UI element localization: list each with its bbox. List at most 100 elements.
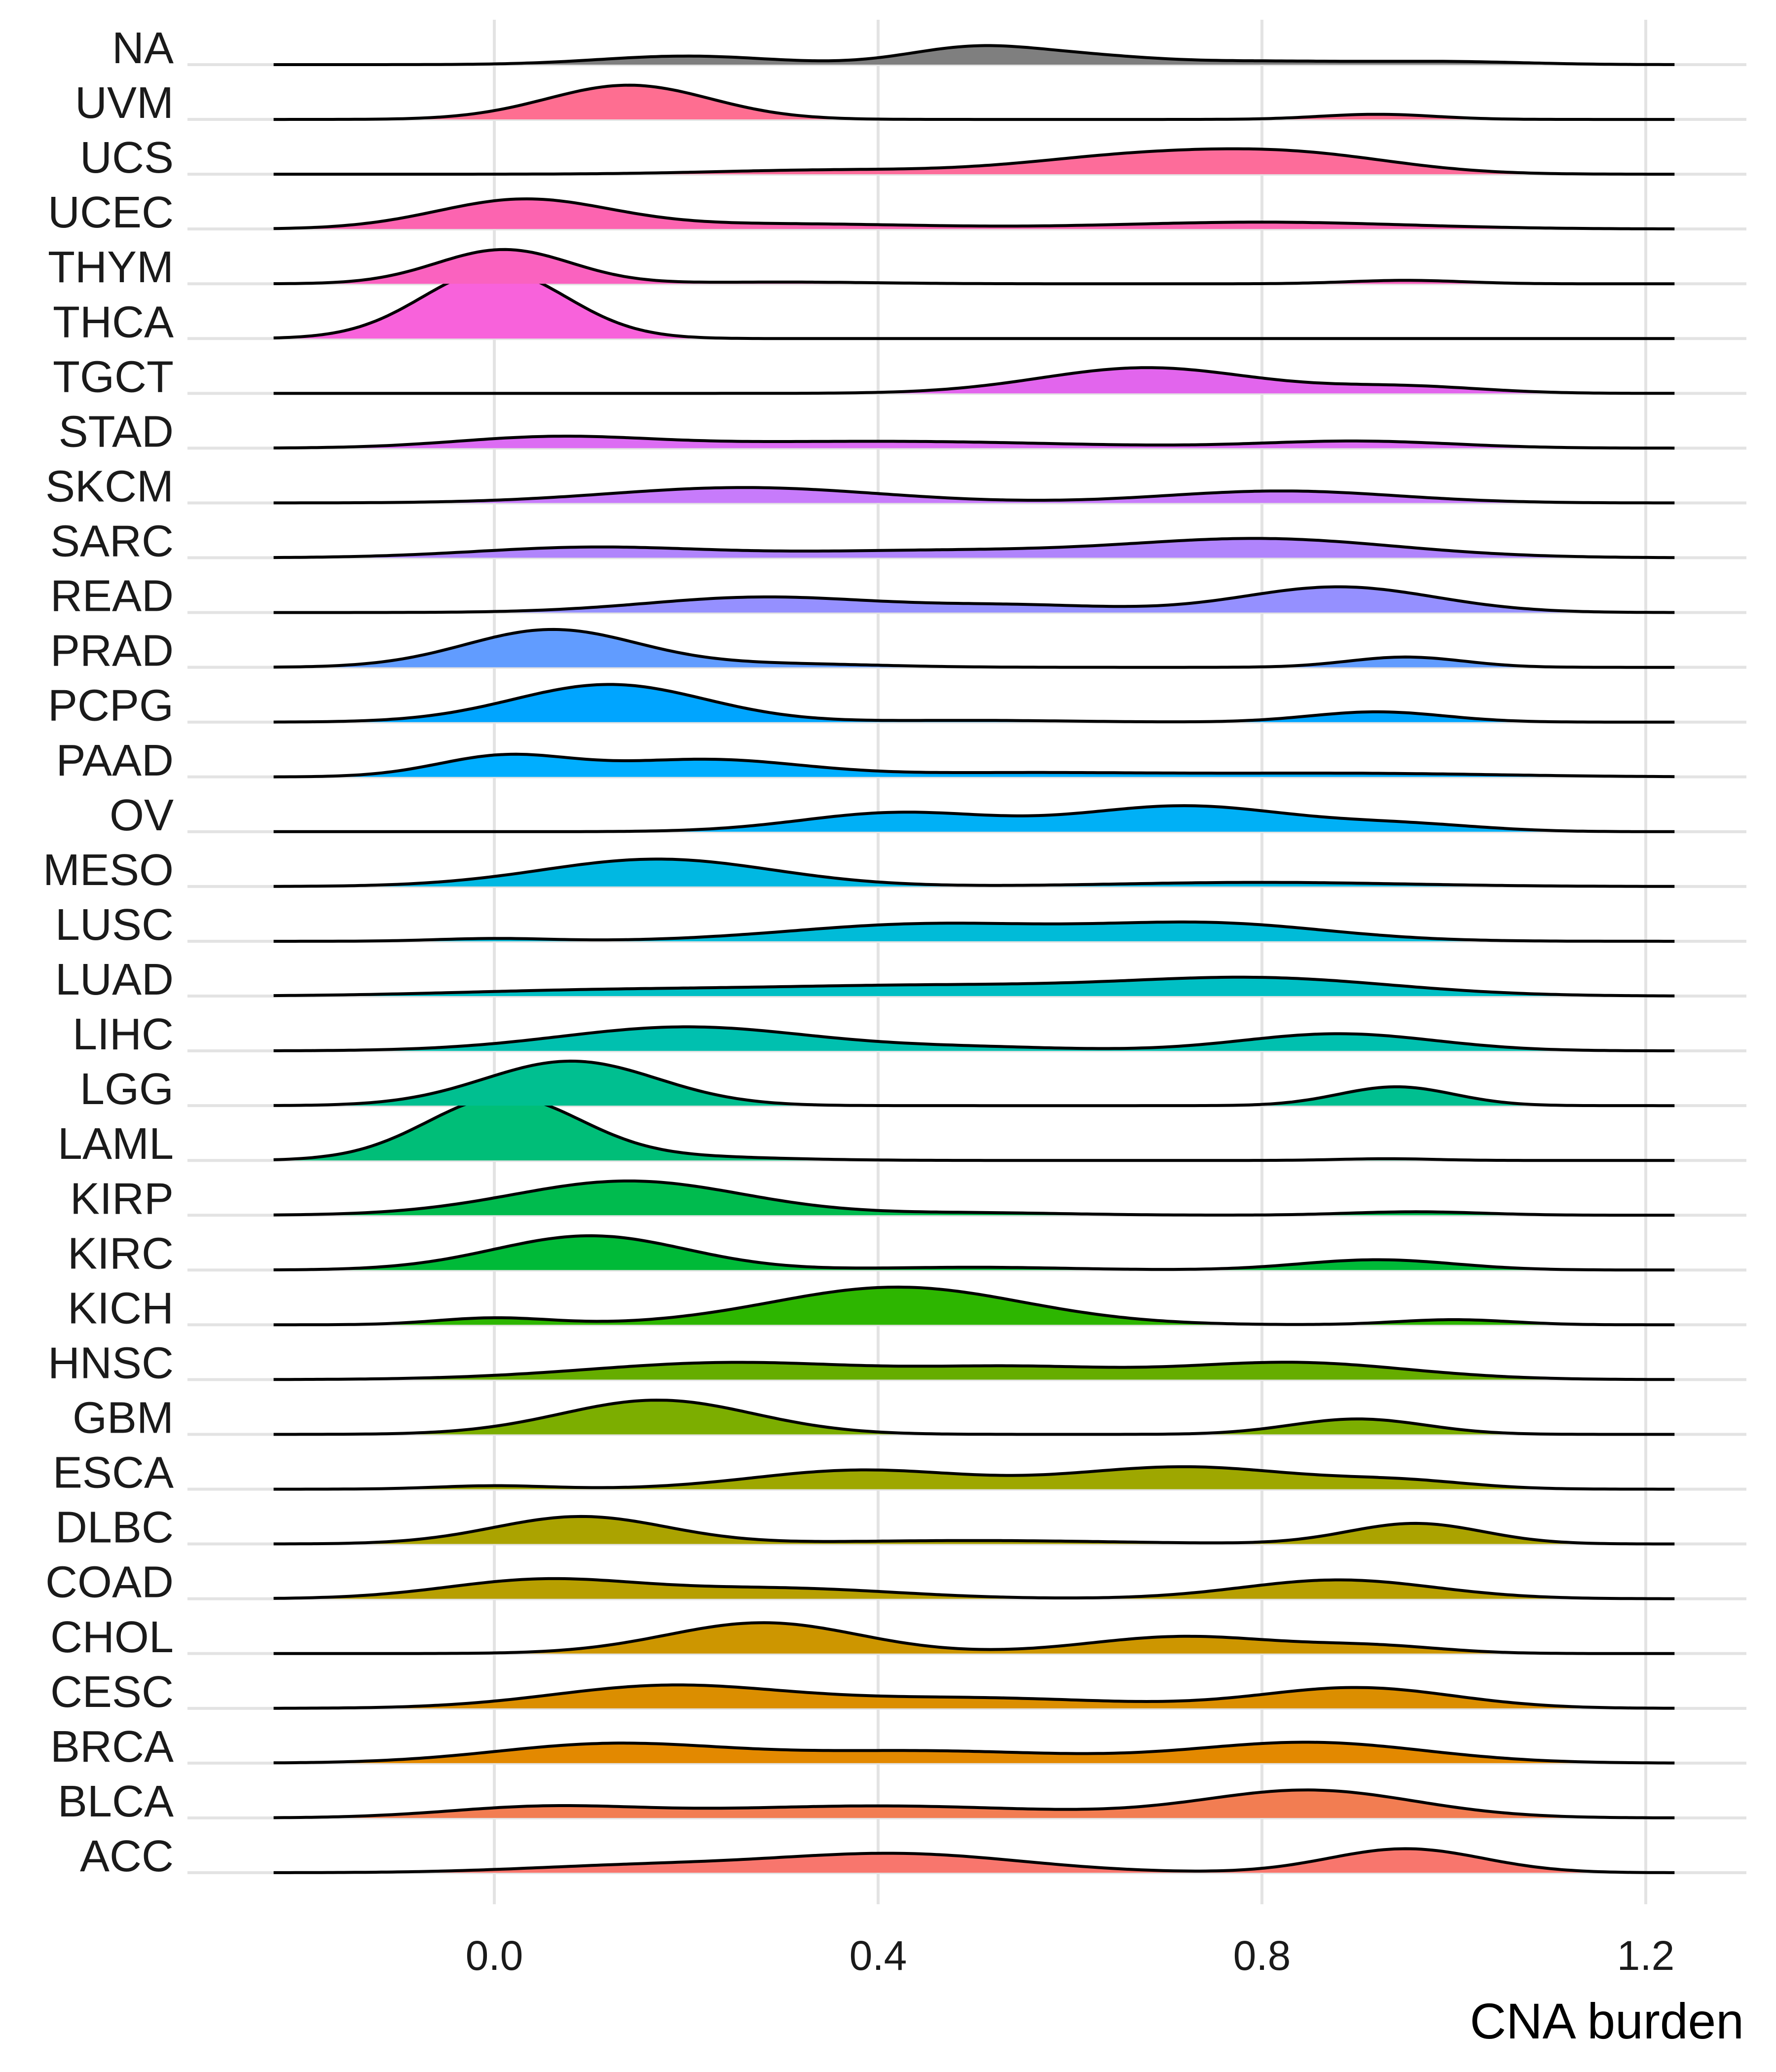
ridge-outline <box>273 83 1675 121</box>
ridge-fill <box>273 148 1675 175</box>
x-axis-title: CNA burden <box>1470 1993 1744 2049</box>
x-tick-label: 0.0 <box>466 1932 523 1979</box>
ridge-outline <box>273 435 1675 450</box>
x-axis-ticks: 0.0 0.4 0.8 1.2 <box>466 1932 1675 1979</box>
ridge-outline <box>273 857 1675 888</box>
ridge-gbm <box>273 1399 1675 1436</box>
ridge-lusc <box>273 920 1675 943</box>
category-label: LAML <box>58 1119 174 1169</box>
ridge-fill <box>273 922 1675 941</box>
ridge-sarc <box>273 537 1675 559</box>
ridge-ucs <box>273 147 1675 176</box>
ridge-outline <box>273 1515 1675 1546</box>
ridge-na <box>273 44 1675 66</box>
ridge-outline <box>273 197 1675 230</box>
ridge-fill <box>273 1181 1675 1216</box>
ridge-skcm <box>273 486 1675 505</box>
category-label: BLCA <box>58 1777 174 1826</box>
ridge-luad <box>273 975 1675 998</box>
ridge-esca <box>273 1465 1675 1491</box>
ridge-paad <box>273 752 1675 778</box>
ridge-outline <box>273 628 1675 669</box>
x-tick-label: 0.4 <box>850 1932 907 1979</box>
ridge-fill <box>273 806 1675 832</box>
ridge-read <box>273 585 1675 614</box>
ridge-dlbc <box>273 1515 1675 1546</box>
ridge-fill <box>273 1400 1675 1435</box>
category-label: LUSC <box>55 900 174 950</box>
ridge-ucec <box>273 197 1675 230</box>
category-label: KIRC <box>68 1229 174 1278</box>
ridge-fill <box>273 199 1675 229</box>
ridge-stad <box>273 435 1675 450</box>
category-label: LGG <box>80 1065 174 1114</box>
category-label: UVM <box>75 78 174 128</box>
ridge-outline <box>273 1621 1675 1655</box>
ridge-fill <box>273 1027 1675 1051</box>
ridge-hnsc <box>273 1361 1675 1381</box>
ridge-fill <box>273 1467 1675 1489</box>
category-label: PCPG <box>48 681 174 731</box>
ridge-kich <box>273 1286 1675 1327</box>
ridge-fill <box>273 1235 1675 1270</box>
ridge-fill <box>273 754 1675 777</box>
ridge-thym <box>273 248 1675 286</box>
category-label: THYM <box>48 243 174 292</box>
ridge-coad <box>273 1577 1675 1600</box>
category-label: KIRP <box>70 1174 174 1223</box>
category-label: DLBC <box>55 1503 174 1553</box>
x-tick-label: 1.2 <box>1617 1932 1675 1979</box>
ridge-ov <box>273 804 1675 833</box>
ridge-outline <box>273 1577 1675 1600</box>
ridge-outline <box>273 975 1675 998</box>
ridge-outline <box>273 920 1675 943</box>
ridge-fill <box>273 368 1675 394</box>
ridge-fill <box>273 1623 1675 1654</box>
ridge-outline <box>273 1361 1675 1381</box>
ridge-fill <box>273 1849 1675 1873</box>
ridge-outline <box>273 1399 1675 1436</box>
ridge-fill <box>273 1096 1675 1161</box>
ridge-outline <box>273 1234 1675 1272</box>
category-label: GBM <box>73 1394 174 1443</box>
ridge-outline <box>273 1740 1675 1765</box>
category-label: ACC <box>80 1832 174 1881</box>
category-label: UCEC <box>48 188 174 237</box>
ridge-fill <box>273 1362 1675 1380</box>
ridge-fill <box>273 45 1675 65</box>
ridge-outline <box>273 1847 1675 1874</box>
ridge-chol <box>273 1621 1675 1655</box>
ridge-outline <box>273 486 1675 505</box>
ridge-fill <box>273 587 1675 613</box>
category-label: NA <box>112 24 174 73</box>
ridge-outline <box>273 1059 1675 1108</box>
category-label: OV <box>110 791 174 840</box>
ridge-fill <box>273 270 1675 339</box>
ridge-outline <box>273 1788 1675 1819</box>
ridge-meso <box>273 857 1675 888</box>
ridge-fill <box>273 1685 1675 1708</box>
category-label: PRAD <box>50 627 174 676</box>
category-label: UCS <box>80 133 174 183</box>
ridge-outline <box>273 1179 1675 1217</box>
ridge-outline <box>273 1025 1675 1052</box>
category-label: KICH <box>68 1284 174 1333</box>
ridge-layer <box>273 44 1675 1874</box>
ridge-fill <box>273 249 1675 284</box>
category-label: SARC <box>50 517 174 566</box>
category-label: SKCM <box>45 462 174 511</box>
category-label: CHOL <box>50 1613 174 1662</box>
ridge-prad <box>273 628 1675 669</box>
ridge-outline <box>273 537 1675 559</box>
ridge-fill <box>273 1790 1675 1818</box>
category-label: BRCA <box>50 1722 174 1772</box>
ridge-kirc <box>273 1234 1675 1272</box>
ridge-fill <box>273 487 1675 503</box>
category-label: LUAD <box>55 955 174 1004</box>
ridge-acc <box>273 1847 1675 1874</box>
category-label: HNSC <box>48 1338 174 1388</box>
ridge-fill <box>273 1287 1675 1325</box>
category-label: TGCT <box>53 352 174 402</box>
ridge-outline <box>273 147 1675 176</box>
